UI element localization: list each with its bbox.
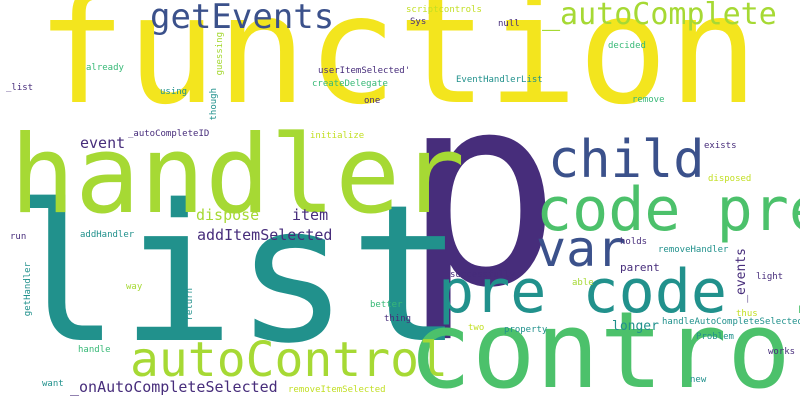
word-handle: handle: [78, 345, 111, 355]
word-want: want: [42, 379, 64, 389]
word-removeItemSelected: removeItemSelected: [288, 385, 386, 395]
word-property: property: [504, 325, 548, 335]
word-list-small: _list: [6, 83, 34, 93]
word-parent: parent: [620, 261, 660, 274]
word-using: using: [160, 87, 188, 97]
word-control: control: [408, 289, 800, 400]
word-decided: decided: [608, 41, 646, 51]
word-getEvents: getEvents: [150, 0, 335, 37]
word-item: item: [292, 206, 329, 224]
word-longer: longer: [612, 319, 659, 334]
word-handleAutoCompleteSelected: handleAutoCompleteSelected: [662, 317, 800, 327]
word-one: one: [364, 96, 381, 106]
word-better: better: [370, 300, 403, 310]
word-remove: remove: [632, 95, 665, 105]
word-event: event: [80, 134, 126, 152]
word-way: way: [126, 282, 143, 292]
word-disposed: disposed: [708, 174, 752, 184]
word-two: two: [468, 323, 485, 333]
word-able: able: [572, 278, 594, 288]
word-removeHandler: removeHandler: [658, 245, 729, 255]
word-autoControl: autoControl: [130, 332, 448, 388]
word-light: light: [756, 272, 784, 282]
word-return: return: [185, 288, 195, 321]
word-function: function: [36, 0, 759, 138]
word-createDelegate: createDelegate: [312, 79, 388, 89]
word-thus: thus: [736, 309, 758, 319]
word-var: var: [536, 220, 627, 278]
word-initialize: initialize: [310, 131, 365, 141]
word-code-pre: code pre: [536, 175, 800, 245]
word-works: works: [768, 347, 796, 357]
word-holds: holds: [620, 237, 648, 247]
word-Sys: Sys: [410, 17, 427, 27]
word-p: p: [402, 38, 562, 346]
word-events: _events: [734, 248, 749, 303]
word-EventHandlerList: EventHandlerList: [456, 75, 543, 85]
word-thing: thing: [384, 314, 412, 324]
word-though: though: [209, 88, 219, 121]
word-child: child: [548, 130, 705, 190]
word-new: new: [690, 375, 707, 385]
word-dispose: dispose: [196, 206, 260, 224]
word-onAutoCompleteSelected: _onAutoCompleteSelected: [70, 378, 278, 396]
word-scriptcontrols: scriptcontrols: [406, 5, 482, 15]
word-null: null: [498, 19, 520, 29]
word-getHandler: getHandler: [23, 262, 33, 317]
word-already: already: [86, 63, 124, 73]
word-handler: handler: [10, 113, 466, 238]
word-autoComplete: _autoComplete: [542, 0, 777, 32]
word-run: run: [10, 232, 27, 242]
word-Problem: Problem: [696, 332, 734, 342]
word-successfully: successfully: [450, 270, 516, 280]
word-autoCompleteID: _autoCompleteID: [128, 129, 210, 139]
word-addHandler: addHandler: [80, 230, 135, 240]
word-guessing: guessing: [215, 32, 225, 76]
word-userItemSelected: userItemSelected': [318, 66, 411, 76]
word-list: list: [6, 164, 464, 385]
word-exists: exists: [704, 141, 737, 151]
word-pre-code: pre code: [438, 257, 727, 327]
word-addItemSelected: addItemSelected: [197, 226, 333, 244]
